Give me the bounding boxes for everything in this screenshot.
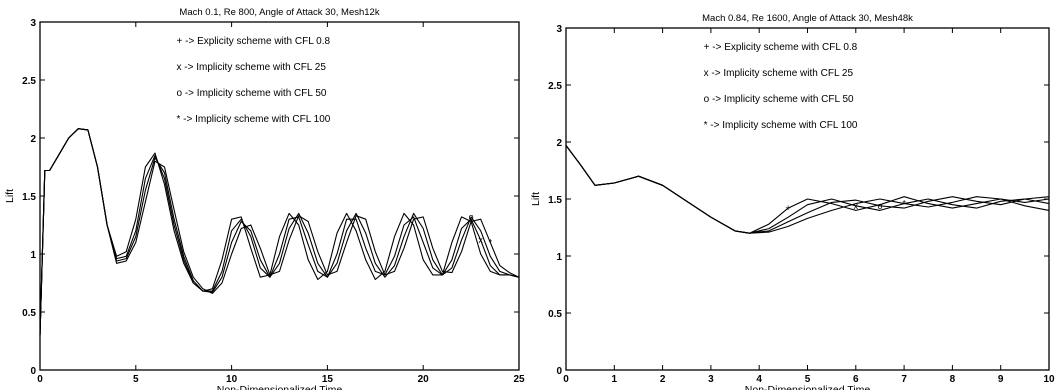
x-tick-label: 15 — [322, 374, 334, 385]
y-tick-label: 2.5 — [548, 81, 562, 92]
y-tick-label: 1.5 — [548, 195, 562, 206]
legend-entry: + -> Explicity scheme with CFL 0.8 — [704, 42, 858, 53]
series-line-4 — [565, 145, 1050, 234]
series-line-1 — [565, 145, 1050, 234]
legend-entry: x -> Implicity scheme with CFL 25 — [177, 62, 327, 73]
x-axis-label: Non-Dimensionalized Time — [217, 384, 343, 390]
series-marker: x — [854, 201, 859, 211]
x-tick-label: 5 — [805, 374, 811, 385]
legend-entry: * -> Implicity scheme with CFL 100 — [704, 120, 858, 131]
x-tick-label: 3 — [708, 374, 714, 385]
series-line-3 — [565, 145, 1050, 234]
legend-entry: o -> Implicity scheme with CFL 50 — [704, 94, 854, 105]
y-tick-label: 2 — [556, 138, 562, 149]
x-tick-label: 2 — [660, 374, 666, 385]
plot-frame — [39, 21, 520, 371]
y-tick-label: 0.5 — [22, 308, 36, 319]
x-tick-label: 10 — [226, 374, 238, 385]
legend-entry: * -> Implicity scheme with CFL 100 — [177, 114, 331, 125]
series-marker: o — [469, 212, 474, 222]
y-tick-label: 2 — [30, 134, 36, 145]
x-axis-label: Non-Dimensionalized Time — [745, 384, 871, 390]
series-marker: o — [877, 201, 882, 211]
y-tick-label: 3 — [30, 18, 36, 29]
x-tick-label: 10 — [1043, 374, 1055, 385]
y-tick-label: 0.5 — [548, 309, 562, 320]
y-axis-label: Lift — [530, 192, 542, 206]
x-tick-label: 5 — [133, 374, 139, 385]
x-tick-label: 6 — [853, 374, 859, 385]
series-line-4 — [39, 128, 520, 336]
legend-entry: + -> Explicity scheme with CFL 0.8 — [177, 36, 331, 47]
chart-title: Mach 0.84, Re 1600, Angle of Attack 30, … — [702, 13, 913, 24]
x-tick-label: 9 — [998, 374, 1004, 385]
x-tick-label: 8 — [950, 374, 956, 385]
x-tick-label: 4 — [756, 374, 762, 385]
x-tick-label: 1 — [612, 374, 618, 385]
y-tick-label: 1.5 — [22, 192, 36, 203]
series-marker: * — [489, 237, 493, 247]
y-tick-label: 3 — [556, 24, 562, 35]
x-tick-label: 0 — [37, 374, 43, 385]
chart-left: Mach 0.1, Re 800, Angle of Attack 30, Me… — [4, 7, 525, 390]
series-line-2 — [39, 128, 520, 336]
y-tick-label: 1 — [30, 250, 36, 261]
chart-title: Mach 0.1, Re 800, Angle of Attack 30, Me… — [179, 7, 379, 18]
series-marker: + — [786, 203, 791, 213]
x-tick-label: 25 — [513, 374, 525, 385]
y-tick-label: 0 — [30, 366, 36, 377]
x-tick-label: 20 — [418, 374, 430, 385]
series-line-1 — [39, 128, 520, 336]
x-tick-label: 0 — [563, 374, 569, 385]
y-axis-label: Lift — [4, 189, 16, 203]
series-line-2 — [565, 145, 1050, 234]
series-marker: * — [902, 199, 906, 209]
series-line-3 — [39, 128, 520, 336]
legend-entry: x -> Implicity scheme with CFL 25 — [704, 68, 854, 79]
series-marker: x — [478, 235, 483, 245]
y-tick-label: 1 — [556, 252, 562, 263]
x-tick-label: 7 — [901, 374, 907, 385]
legend-entry: o -> Implicity scheme with CFL 50 — [177, 88, 327, 99]
y-tick-label: 0 — [556, 366, 562, 377]
y-tick-label: 2.5 — [22, 76, 36, 87]
chart-right: Mach 0.84, Re 1600, Angle of Attack 30, … — [530, 13, 1055, 390]
